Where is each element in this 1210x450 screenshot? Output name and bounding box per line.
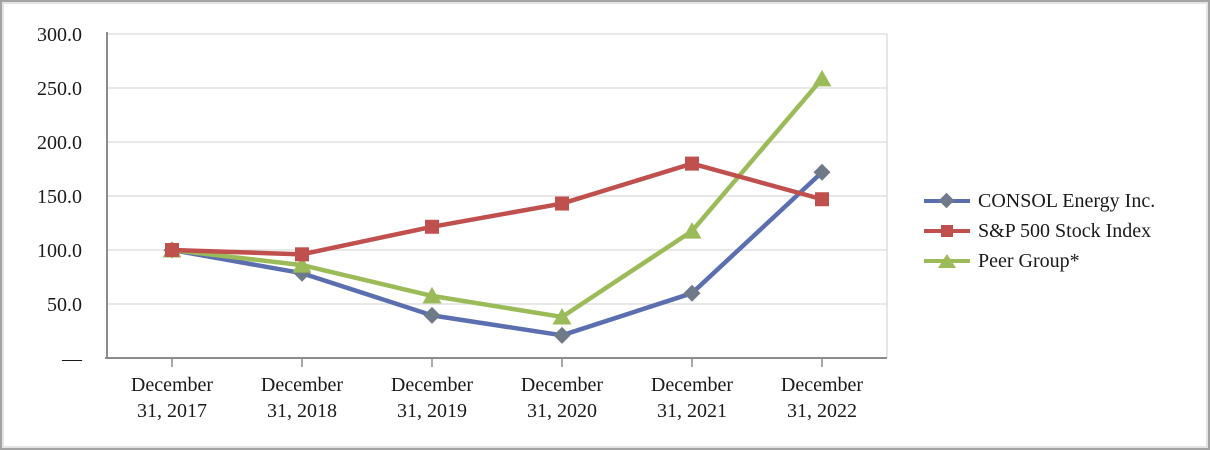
- triangle-icon: [938, 254, 956, 268]
- legend-item-consol-energy: CONSOL Energy Inc.: [924, 190, 1155, 212]
- series-consol-energy-inc-marker: [683, 284, 701, 302]
- x-axis-label: December: [781, 374, 864, 396]
- series-s-p-500-stock-index-marker: [685, 156, 699, 171]
- legend-triangle-marker-icon: [924, 253, 970, 269]
- x-axis-label: December: [131, 374, 214, 396]
- x-axis-label: December: [261, 374, 344, 396]
- series-s-p-500-stock-index-marker: [555, 196, 569, 211]
- series-s-p-500-stock-index-marker: [425, 219, 439, 234]
- square-icon: [941, 225, 953, 237]
- diamond-icon: [938, 192, 955, 209]
- x-axis-label: 31, 2017: [137, 400, 207, 422]
- series-peer-group-marker: [292, 256, 312, 273]
- legend-square-marker-icon: [924, 223, 970, 239]
- y-axis-label: 100.0: [37, 240, 82, 262]
- legend-diamond-marker-icon: [924, 192, 970, 209]
- legend-item-peer-group: Peer Group*: [924, 250, 1155, 272]
- y-axis-label: 300.0: [37, 24, 82, 46]
- x-axis-label: 31, 2019: [397, 400, 467, 422]
- series-peer-group-marker: [812, 69, 832, 87]
- series-s-p-500-stock-index-marker: [165, 243, 179, 257]
- x-axis-label: 31, 2022: [787, 400, 857, 422]
- x-axis-label: December: [651, 374, 734, 396]
- series-peer-group-marker: [682, 222, 702, 239]
- x-axis-label: December: [391, 374, 474, 396]
- y-axis-label: 200.0: [37, 132, 82, 154]
- series-consol-energy-inc-marker: [813, 163, 831, 181]
- x-axis-label: December: [521, 374, 604, 396]
- chart-legend: CONSOL Energy Inc. S&P 500 Stock Index P…: [924, 190, 1155, 280]
- y-axis-label: —: [61, 348, 83, 370]
- series-consol-energy-inc-marker: [553, 326, 571, 344]
- series-s-p-500-stock-index-line: [169, 161, 825, 257]
- series-peer-group-line: [169, 76, 825, 320]
- series-peer-group-marker: [422, 286, 442, 304]
- legend-label-peer-group: Peer Group*: [978, 249, 1080, 272]
- legend-label-sp500: S&P 500 Stock Index: [978, 219, 1152, 242]
- series-consol-energy-inc-marker: [423, 306, 441, 324]
- y-axis-label: 250.0: [37, 78, 82, 100]
- x-axis-label: 31, 2018: [267, 400, 337, 422]
- series-peer-group-marker: [552, 307, 572, 325]
- y-axis-label: 150.0: [37, 186, 82, 208]
- x-axis-label: 31, 2020: [527, 400, 597, 422]
- legend-item-sp500: S&P 500 Stock Index: [924, 220, 1155, 242]
- series-s-p-500-stock-index-marker: [815, 192, 829, 207]
- x-axis-label: 31, 2021: [657, 400, 727, 422]
- legend-label-consol-energy: CONSOL Energy Inc.: [978, 189, 1156, 212]
- series-s-p-500-stock-index-marker: [295, 247, 309, 262]
- y-axis-label: 50.0: [47, 294, 82, 316]
- series-consol-energy-inc-line: [169, 169, 825, 338]
